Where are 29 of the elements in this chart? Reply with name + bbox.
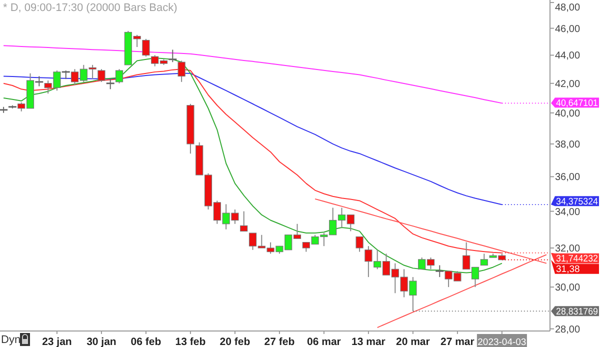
y-tick-label: 46,00 — [555, 24, 580, 35]
x-tick-label: 06 mar — [307, 336, 341, 347]
y-tick-label: 32,00 — [555, 243, 580, 254]
y-tick-label: 48,00 — [555, 2, 580, 14]
x-tick-label: 20 feb — [220, 336, 250, 347]
x-tick-label: 30 jan — [86, 336, 116, 347]
x-tick-label: 27 mar — [440, 336, 474, 347]
x-tick-label: 2023-04-03 — [478, 337, 526, 347]
y-tick-label: 40,00 — [555, 108, 580, 120]
y-tick-label: 42,00 — [555, 78, 580, 90]
y-tick-label: 38,00 — [555, 139, 580, 150]
x-tick-label: 23 jan — [42, 336, 72, 347]
annotation: 31,744232 — [556, 254, 600, 265]
y-tick-label: 34,00 — [555, 206, 580, 218]
y-tick-label: 30,00 — [555, 282, 580, 294]
annotation: 34,375324 — [556, 196, 600, 208]
y-tick-label: 44,00 — [555, 50, 580, 62]
y-tick-label: 36,00 — [555, 172, 580, 184]
chart-title: * D, 09:00-17:30 (20000 Bars Back) — [3, 2, 178, 14]
annotation: 28,831769 — [556, 306, 600, 318]
annotation: 31,38 — [556, 264, 580, 276]
x-tick-label: 13 mar — [352, 336, 386, 347]
x-tick-label: 27 feb — [264, 336, 295, 347]
y-tick-label: 28,00 — [555, 324, 580, 336]
text: Dyn — [1, 334, 21, 346]
x-tick-label: 20 mar — [396, 336, 430, 347]
x-tick-label: 06 feb — [130, 336, 162, 347]
x-tick-label: 13 feb — [175, 336, 206, 347]
annotation: 40,647101 — [556, 98, 600, 110]
